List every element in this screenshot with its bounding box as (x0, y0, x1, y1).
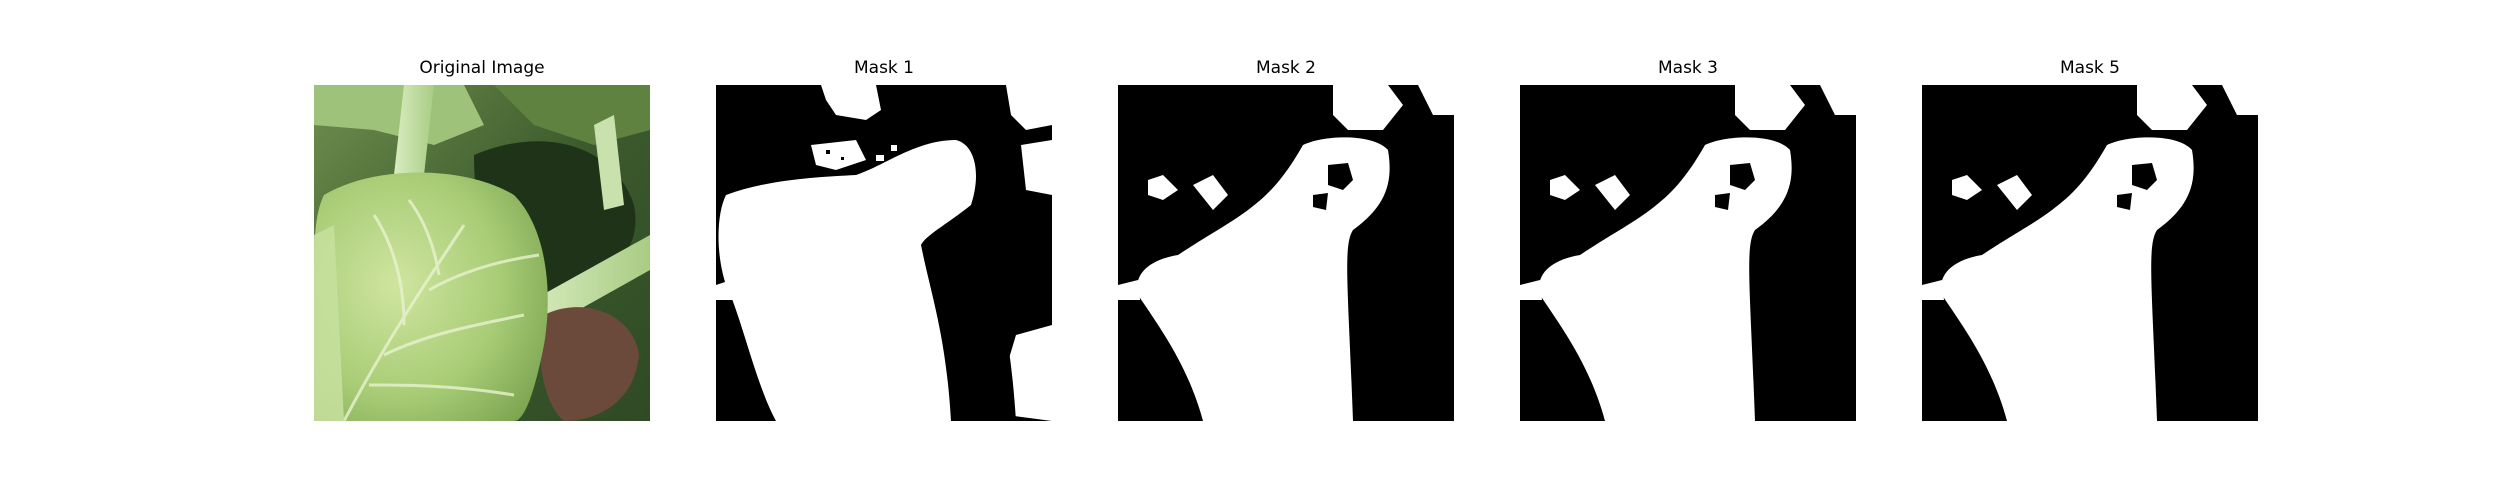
panel-title-mask-2: Mask 2 (1255, 58, 1316, 78)
mask-2-image (1118, 85, 1454, 421)
panel-title-original: Original Image (419, 58, 545, 78)
mask-5-image (1922, 85, 2258, 421)
mask-3-image (1520, 85, 1856, 421)
mask-2-svg (1118, 85, 1454, 421)
original-image (314, 85, 650, 421)
mask-1-image (716, 85, 1052, 421)
panel-title-mask-1: Mask 1 (853, 58, 914, 78)
original-image-svg (314, 85, 650, 421)
panel-title-mask-5: Mask 5 (2059, 58, 2120, 78)
panel-title-mask-3: Mask 3 (1657, 58, 1718, 78)
mask-5-svg (1922, 85, 2258, 421)
mask-1-svg (716, 85, 1052, 421)
mask-3-svg (1520, 85, 1856, 421)
